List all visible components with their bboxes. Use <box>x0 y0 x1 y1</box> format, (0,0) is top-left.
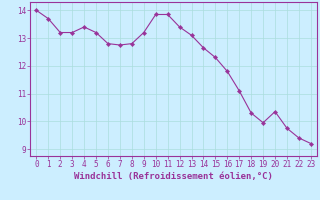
X-axis label: Windchill (Refroidissement éolien,°C): Windchill (Refroidissement éolien,°C) <box>74 172 273 181</box>
